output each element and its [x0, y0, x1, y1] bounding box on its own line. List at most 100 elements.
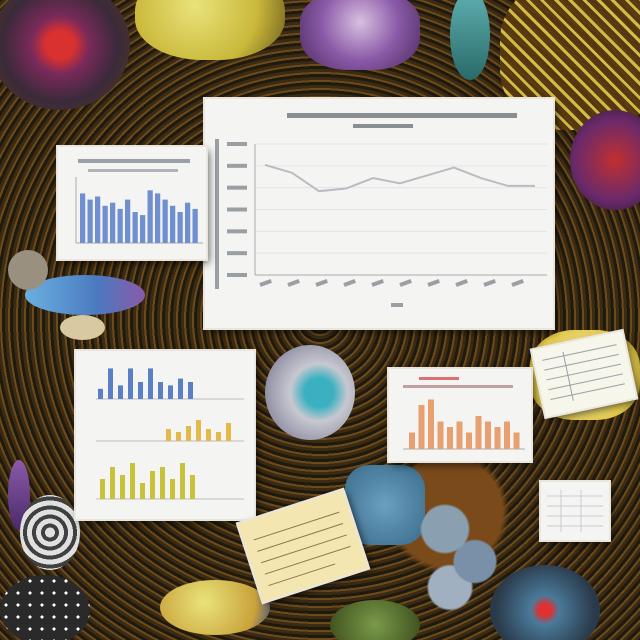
left-bar — [185, 202, 191, 243]
y-tick-label-scribble — [227, 142, 247, 146]
panel-bar — [176, 432, 181, 441]
left-bar-chart-panel — [58, 147, 206, 259]
left-bar — [155, 193, 161, 243]
right-bar — [475, 416, 482, 449]
spreadsheet-lines — [542, 344, 626, 401]
main-line-chart — [215, 113, 547, 307]
beige-shell-blob — [60, 315, 105, 340]
x-tick-label-scribble — [427, 279, 440, 287]
left-bar — [140, 215, 146, 243]
main-chart-panel — [205, 99, 553, 328]
left-bar — [132, 212, 138, 243]
gray-tan-blob — [8, 250, 48, 290]
tilted-notepad — [238, 490, 368, 602]
panel-bar — [140, 483, 145, 499]
panel-bar — [188, 382, 193, 399]
y-tick-label-scribble — [227, 251, 247, 256]
panel-bar — [138, 382, 143, 399]
purple-cluster-blob — [300, 0, 420, 70]
blue-coral-blob — [345, 465, 425, 545]
panel-bar — [148, 368, 153, 399]
panel-bar — [130, 463, 135, 499]
left-bar — [87, 199, 93, 243]
yellow-shell-blob — [135, 0, 285, 60]
right-bar — [447, 427, 453, 449]
left-bar — [192, 208, 198, 243]
right-bar-chart — [403, 377, 525, 450]
panel-bar — [180, 463, 185, 499]
x-tick-label-scribble — [315, 279, 328, 287]
title-scribble — [287, 113, 517, 128]
x-tick-label-scribble — [511, 279, 524, 287]
left-bar — [80, 193, 86, 243]
red-cell-blob — [0, 0, 130, 110]
left-bar — [110, 202, 116, 243]
small-table-card — [541, 482, 609, 540]
pebble-dots-blob — [0, 575, 90, 640]
left-bar — [170, 205, 176, 243]
right-bar — [494, 427, 501, 449]
panel-bar — [196, 420, 201, 441]
panel-bar — [216, 432, 221, 441]
panel-bar — [100, 479, 105, 499]
right-bar — [428, 399, 434, 449]
panel-bar — [170, 479, 175, 499]
shell-spiral-blob — [20, 495, 80, 570]
left-bar — [162, 199, 168, 243]
left-bar — [125, 199, 131, 243]
left-bar — [177, 212, 183, 243]
panel-bar — [160, 467, 165, 499]
tilted-spreadsheet — [531, 331, 637, 417]
panel-bar — [150, 471, 155, 499]
right-bar — [409, 432, 415, 449]
panel-bar — [226, 423, 231, 441]
left-bar — [102, 205, 108, 243]
y-axis-label-scribble — [215, 139, 219, 289]
left-bar-chart — [75, 159, 203, 244]
x-tick-label-scribble — [399, 279, 412, 287]
right-bar — [513, 432, 520, 449]
panel-bar — [128, 368, 133, 399]
x-tick-label-scribble — [483, 279, 496, 287]
right-bar — [466, 432, 472, 449]
right-bar — [504, 421, 510, 449]
panel-bar — [186, 426, 191, 441]
x-tick-label-scribble — [371, 279, 384, 287]
panel-bar — [158, 382, 163, 399]
x-tick-label-scribble — [287, 279, 300, 287]
stacked-bar-charts — [96, 368, 244, 500]
stacked-bars-panel — [76, 351, 254, 519]
right-bar — [485, 421, 491, 449]
white-creature-blob — [265, 345, 355, 440]
y-tick-label-scribble — [227, 185, 247, 190]
y-tick-label-scribble — [227, 207, 247, 212]
x-tick-label-scribble — [259, 279, 272, 287]
teal-feather-blob — [450, 0, 490, 80]
panel-bar — [120, 475, 125, 499]
y-tick-label-scribble — [227, 163, 247, 168]
left-bar — [147, 190, 153, 243]
notepad-lines — [253, 511, 351, 587]
small-table-grid — [547, 490, 603, 532]
right-bar — [456, 421, 463, 449]
red-core-cell — [490, 565, 600, 640]
panel-bar — [166, 429, 171, 441]
x-tick-label-scribble — [343, 279, 356, 287]
x-tick-label-scribble — [455, 279, 468, 287]
yellow-fish-blob — [160, 580, 270, 635]
panel-bar — [190, 475, 195, 499]
green-blob — [330, 600, 420, 640]
left-bar — [117, 208, 123, 243]
panel-bar — [178, 378, 183, 399]
right-bar — [437, 421, 444, 449]
panel-bar — [98, 388, 103, 399]
main-series-line — [264, 163, 535, 193]
right-bar-chart-panel — [389, 369, 531, 461]
panel-bar — [206, 429, 211, 441]
x-axis-label-scribble — [391, 303, 403, 307]
blue-seed-blob — [25, 275, 145, 315]
y-tick-label-scribble — [227, 273, 247, 277]
y-tick-label-scribble — [227, 229, 247, 234]
panel-bar — [168, 385, 173, 399]
panel-bar — [108, 368, 113, 399]
